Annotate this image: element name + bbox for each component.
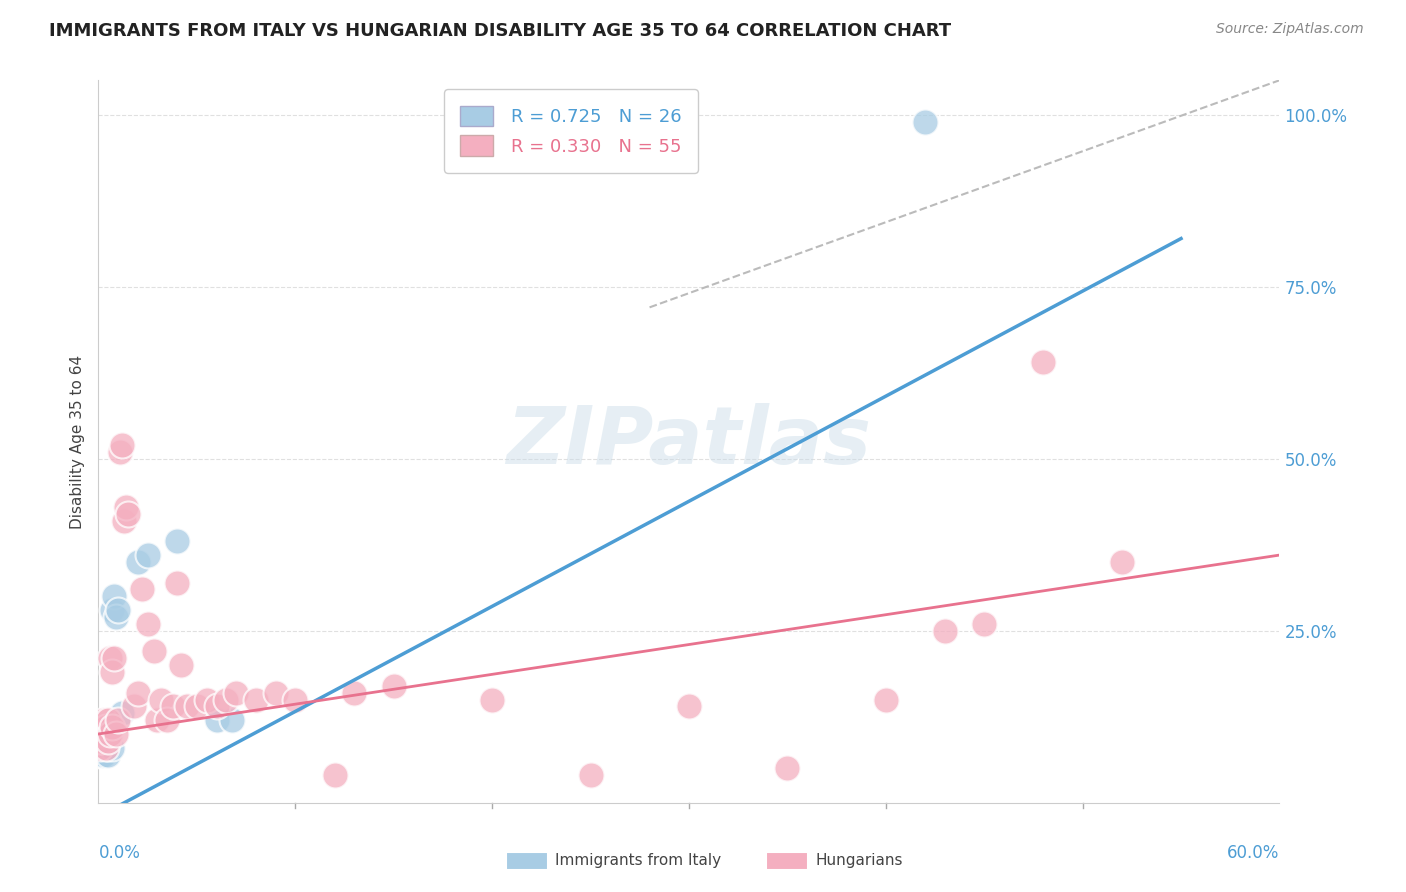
Point: [91, 747, 114, 762]
Point: [205, 713, 228, 727]
Point: [136, 616, 159, 631]
Point: [89, 727, 111, 741]
Point: [93, 747, 115, 762]
Point: [170, 658, 193, 673]
Point: [93, 740, 115, 755]
Point: [101, 740, 124, 755]
Point: [225, 686, 247, 700]
Point: [101, 603, 124, 617]
Point: [98, 720, 121, 734]
Point: [115, 500, 138, 514]
Point: [245, 692, 267, 706]
Point: [96, 740, 118, 755]
Point: [111, 706, 134, 721]
Point: [91, 734, 114, 748]
Point: [108, 445, 131, 459]
Point: [96, 727, 118, 741]
Point: [264, 686, 287, 700]
Point: [117, 507, 139, 521]
Point: [97, 734, 120, 748]
Point: [122, 699, 145, 714]
Point: [105, 610, 128, 624]
Point: [107, 603, 129, 617]
Text: ZIPatlas: ZIPatlas: [506, 402, 872, 481]
Point: [481, 692, 503, 706]
Point: [142, 644, 165, 658]
Point: [323, 768, 346, 782]
Point: [776, 761, 799, 775]
Point: [96, 720, 118, 734]
Point: [914, 114, 936, 128]
Point: [150, 692, 173, 706]
Point: [186, 699, 208, 714]
Point: [107, 713, 129, 727]
Point: [166, 534, 188, 549]
Point: [131, 582, 153, 597]
Point: [176, 699, 198, 714]
Point: [162, 699, 184, 714]
Point: [875, 692, 897, 706]
Text: Source: ZipAtlas.com: Source: ZipAtlas.com: [1216, 22, 1364, 37]
Point: [97, 713, 120, 727]
Point: [96, 740, 118, 755]
Point: [89, 734, 111, 748]
Point: [89, 740, 111, 755]
Point: [103, 651, 125, 665]
Point: [93, 734, 115, 748]
Point: [91, 734, 114, 748]
Point: [156, 713, 179, 727]
Point: [579, 768, 602, 782]
Point: [221, 713, 243, 727]
Point: [98, 727, 121, 741]
Text: 0.0%: 0.0%: [98, 844, 141, 862]
Point: [166, 575, 188, 590]
Point: [284, 692, 307, 706]
Point: [112, 514, 135, 528]
Point: [127, 555, 149, 569]
Point: [93, 713, 115, 727]
Point: [89, 747, 111, 762]
Point: [205, 699, 228, 714]
Point: [105, 727, 128, 741]
Point: [89, 740, 111, 755]
Point: [103, 590, 125, 604]
Point: [136, 548, 159, 562]
Point: [678, 699, 700, 714]
Point: [215, 692, 238, 706]
Point: [97, 727, 120, 741]
Point: [973, 616, 995, 631]
Point: [98, 651, 121, 665]
Point: [1032, 355, 1054, 369]
Point: [195, 692, 218, 706]
Text: IMMIGRANTS FROM ITALY VS HUNGARIAN DISABILITY AGE 35 TO 64 CORRELATION CHART: IMMIGRANTS FROM ITALY VS HUNGARIAN DISAB…: [49, 22, 952, 40]
Point: [382, 679, 405, 693]
Point: [101, 665, 124, 679]
Point: [101, 720, 124, 734]
Point: [127, 686, 149, 700]
Legend: R = 0.725   N = 26, R = 0.330   N = 55: R = 0.725 N = 26, R = 0.330 N = 55: [444, 89, 697, 172]
Point: [97, 740, 120, 755]
Text: Immigrants from Italy: Immigrants from Italy: [555, 854, 721, 868]
Y-axis label: Disability Age 35 to 64: Disability Age 35 to 64: [69, 354, 84, 529]
Point: [93, 727, 115, 741]
Point: [97, 747, 120, 762]
Point: [98, 734, 121, 748]
Point: [343, 686, 366, 700]
Point: [111, 438, 134, 452]
Point: [934, 624, 956, 638]
Point: [91, 720, 114, 734]
Text: Hungarians: Hungarians: [815, 854, 903, 868]
Text: 60.0%: 60.0%: [1227, 844, 1279, 862]
Point: [146, 713, 169, 727]
Point: [1111, 555, 1133, 569]
